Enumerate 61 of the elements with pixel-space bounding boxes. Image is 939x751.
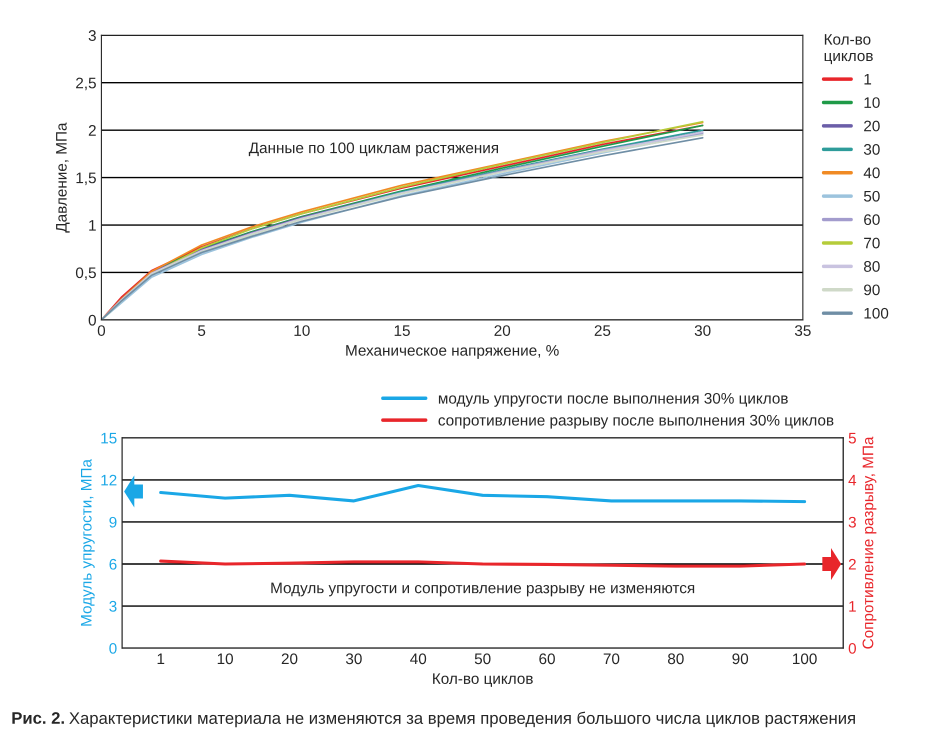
legend-label: 70 xyxy=(864,238,880,248)
text: Характеристики материала не изменяются за время проведения большого числа циклов растяжения xyxy=(69,712,855,728)
x-tick-label: 100 xyxy=(793,653,817,664)
legend-label: 10 xyxy=(864,97,880,108)
y2-tick-label: 1 xyxy=(849,601,856,612)
y-tick-label: 3 xyxy=(109,600,117,612)
x-tick-label: 30 xyxy=(346,653,362,664)
x-tick-label: 70 xyxy=(604,653,620,664)
x-tick-label: 20 xyxy=(494,325,510,336)
y-axis-title: Давление, МПа xyxy=(56,122,70,233)
y-tick-label: 15 xyxy=(101,432,117,444)
legend-label: 50 xyxy=(864,190,880,202)
y2-tick-label: 3 xyxy=(848,516,856,528)
legend-label: 60 xyxy=(864,214,880,226)
x-tick-label: 10 xyxy=(294,325,310,336)
y-tick-label: 12 xyxy=(101,474,116,486)
y-tick-label: 1 xyxy=(89,220,96,231)
y-tick-label: 2 xyxy=(88,125,96,136)
x-tick-label: 60 xyxy=(539,653,555,664)
x-tick-label: 5 xyxy=(198,325,206,336)
y-tick-label: 0 xyxy=(109,642,117,654)
x-tick-label: 80 xyxy=(668,653,684,664)
y-tick-label: 1,5 xyxy=(76,172,96,186)
y2-tick-label: 4 xyxy=(848,474,856,486)
legend-title: Кол-во циклов xyxy=(824,34,873,64)
x-tick-label: 10 xyxy=(218,653,233,664)
x-tick-label: 35 xyxy=(794,325,811,336)
legend-label: 100 xyxy=(864,308,888,319)
y-tick-label: 3 xyxy=(88,30,96,41)
legend-label: 80 xyxy=(864,261,880,272)
text: Рис. 2. xyxy=(12,712,64,724)
x-tick-label: 20 xyxy=(282,653,298,664)
y-axis-title: Модуль упругости, МПа xyxy=(80,459,95,626)
y-tick-label: 2,5 xyxy=(76,78,96,90)
x-tick-label: 25 xyxy=(594,325,610,336)
y-tick-label: 6 xyxy=(109,558,117,570)
x-axis-title: Механическое напряжение, % xyxy=(346,345,559,359)
y2-axis-title: Сопротивление разрыву, МПа xyxy=(862,436,876,649)
y2-tick-label: 5 xyxy=(848,432,856,444)
y-tick-label: 0,5 xyxy=(76,267,96,280)
x-tick-label: 90 xyxy=(732,653,748,664)
legend-label: 1 xyxy=(864,74,872,84)
x-tick-label: 50 xyxy=(474,653,491,664)
y2-tick-label: 0 xyxy=(848,642,856,654)
legend-label: 20 xyxy=(864,120,880,132)
y2-tick-label: 2 xyxy=(848,558,856,570)
line-series xyxy=(159,484,806,504)
x-axis-title: Кол-во циклов xyxy=(433,673,533,687)
legend-label: 30 xyxy=(864,144,880,155)
legend-label: 40 xyxy=(864,167,880,178)
annotation: Модуль упругости и сопротивление разрыву не изменяются xyxy=(271,582,694,596)
legend-label: модуль упругости после выполнения 30% циклов xyxy=(438,392,788,407)
x-tick-label: 40 xyxy=(410,653,426,664)
legend-label: 90 xyxy=(864,284,880,296)
y-tick-label: 0 xyxy=(88,314,96,326)
y-tick-label: 9 xyxy=(109,516,116,528)
legend-label: сопротивление разрыву после выполнения 30% циклов xyxy=(438,414,834,429)
x-tick-label: 1 xyxy=(158,654,164,664)
annotation: Данные по 100 циклам растяжения xyxy=(248,142,498,156)
x-tick-label: 15 xyxy=(394,325,410,336)
x-tick-label: 30 xyxy=(694,325,711,336)
